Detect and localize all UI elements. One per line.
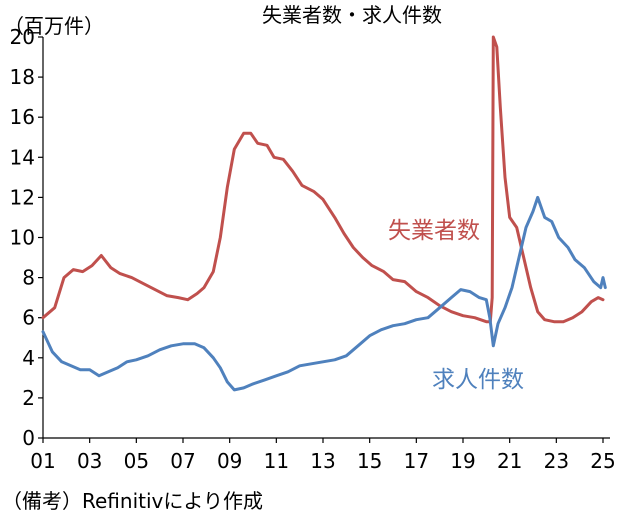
y-tick-label: 6	[22, 306, 35, 330]
y-axis-unit-label: （百万件）	[4, 14, 104, 38]
series-label-job-openings: 求人件数	[432, 367, 524, 393]
series-line-unemployed	[41, 35, 605, 324]
x-tick-label: 01	[30, 449, 55, 473]
x-tick-label: 05	[124, 449, 149, 473]
x-tick-label: 07	[170, 449, 195, 473]
chart-title: 失業者数・求人件数	[262, 3, 442, 27]
y-tick-label: 16	[10, 105, 35, 129]
y-tick-label: 18	[10, 65, 35, 89]
series-layer	[41, 35, 607, 392]
x-tick-label: 23	[544, 449, 569, 473]
y-tick-label: 4	[22, 346, 35, 370]
series-line-job-openings	[41, 195, 607, 392]
series-label-unemployed: 失業者数	[388, 218, 480, 244]
x-tick-label: 13	[310, 449, 335, 473]
y-axis: 0 2 4 6 8 10 12 14 16 18 20	[10, 25, 44, 450]
y-tick-label: 0	[22, 426, 35, 450]
y-tick-label: 10	[10, 226, 35, 250]
y-tick-label: 12	[10, 185, 35, 209]
x-tick-label: 03	[77, 449, 102, 473]
x-tick-label: 25	[590, 449, 615, 473]
y-tick-label: 8	[22, 266, 35, 290]
source-note: （備考）Refinitivにより作成	[2, 489, 263, 513]
x-tick-label: 19	[450, 449, 475, 473]
x-axis: 01 03 05 07 09 11 13 15 17 19 21 23 25	[30, 437, 616, 473]
x-tick-label: 11	[264, 449, 289, 473]
y-tick-label: 14	[10, 145, 35, 169]
x-tick-label: 09	[217, 449, 242, 473]
x-tick-label: 15	[357, 449, 382, 473]
y-tick-label: 2	[22, 386, 35, 410]
y-tick-label: 20	[10, 25, 35, 49]
x-tick-label: 21	[497, 449, 522, 473]
x-tick-label: 17	[404, 449, 429, 473]
